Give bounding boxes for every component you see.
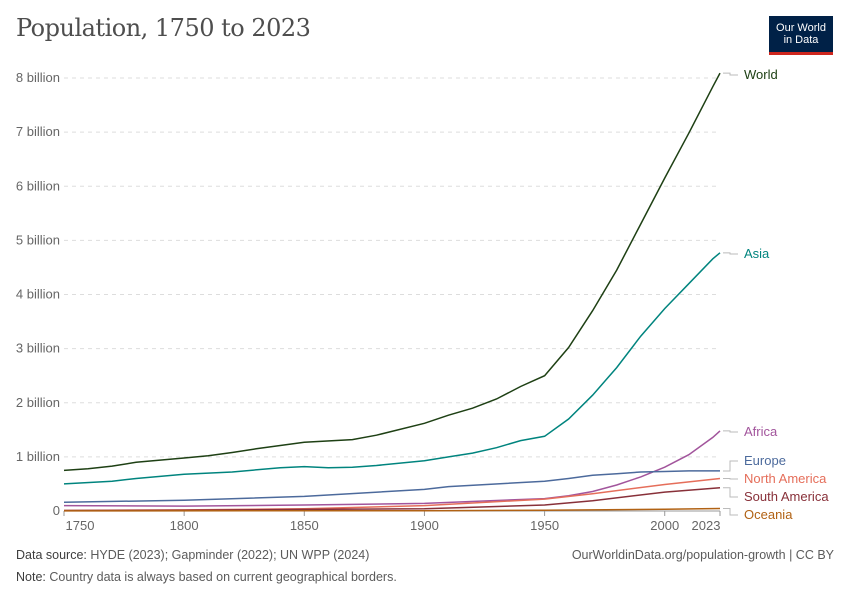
series-label: Europe <box>744 453 786 468</box>
label-connector <box>723 72 738 76</box>
chart-title: Population, 1750 to 2023 <box>16 14 311 42</box>
series-line-south-america <box>63 486 721 512</box>
series-label: World <box>744 67 778 82</box>
data-source: Data source: HYDE (2023); Gapminder (202… <box>16 548 369 562</box>
label-connector <box>723 487 738 498</box>
series-label: South America <box>744 489 829 504</box>
x-tick-label: 1800 <box>170 518 199 533</box>
y-tick-label: 3 billion <box>16 341 60 356</box>
source-text[interactable]: HYDE (2023); Gapminder (2022); UN WPP (2… <box>90 548 370 562</box>
y-tick-label: 1 billion <box>16 449 60 464</box>
series-line-oceania <box>63 507 721 512</box>
owid-logo[interactable]: Our World in Data <box>769 16 833 55</box>
note-label: Note: <box>16 570 46 584</box>
series-line-africa <box>63 430 721 507</box>
x-tick-label: 2000 <box>650 518 679 533</box>
series-label: Oceania <box>744 507 793 522</box>
label-connector <box>723 252 738 255</box>
x-tick-label: 1900 <box>410 518 439 533</box>
y-tick-label: 5 billion <box>16 232 60 247</box>
source-label: Data source: <box>16 548 87 562</box>
label-connector <box>723 508 738 516</box>
series-label: Africa <box>744 424 778 439</box>
x-tick-label: 1750 <box>66 518 95 533</box>
logo-line-2: in Data <box>783 34 819 46</box>
series-line-europe <box>63 470 720 504</box>
source-url-link[interactable]: OurWorldinData.org/population-growth | C… <box>571 548 834 562</box>
label-connector <box>723 460 738 472</box>
y-tick-label: 7 billion <box>16 124 60 139</box>
y-tick-label: 2 billion <box>16 395 60 410</box>
note-text: Country data is always based on current … <box>49 570 397 584</box>
series-line-asia <box>63 252 721 485</box>
series-line-world <box>63 72 721 472</box>
y-tick-label: 4 billion <box>16 287 60 302</box>
series-label: North America <box>744 471 827 486</box>
label-connector <box>723 430 738 433</box>
logo-line-1: Our World <box>776 22 826 34</box>
note: Note: Country data is always based on cu… <box>16 570 397 584</box>
x-tick-label: 1950 <box>530 518 559 533</box>
series-label: Asia <box>744 246 770 261</box>
y-tick-label: 6 billion <box>16 178 60 193</box>
y-tick-label: 8 billion <box>16 70 60 85</box>
line-chart: 0 1 billion 2 billion 3 billion 4 billion 5 b… <box>16 67 829 533</box>
y-tick-label: 0 <box>53 503 60 518</box>
x-tick-label: 2023 <box>692 518 721 533</box>
x-tick-label: 1850 <box>290 518 319 533</box>
